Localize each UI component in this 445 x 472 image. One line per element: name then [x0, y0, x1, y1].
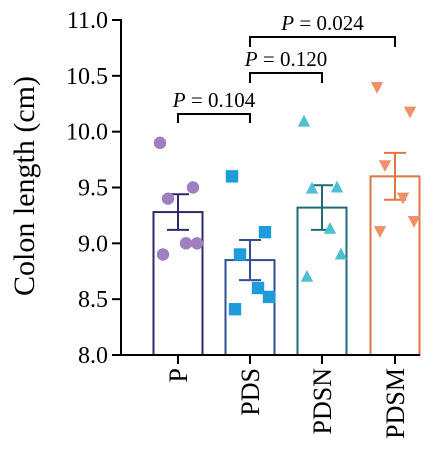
data-point-pds [225, 170, 239, 183]
significance-brackets: P = 0.104 P = 0.120 P = 0.024 [172, 11, 396, 123]
y-tick-label: 9.5 [78, 176, 108, 202]
p-value-label: P = 0.024 [280, 11, 364, 35]
data-point-pdsm [378, 160, 392, 172]
data-point-p [190, 237, 204, 250]
data-point-p [156, 248, 170, 261]
data-point-pdsn [323, 221, 337, 234]
bar-p [152, 211, 204, 356]
p-value-label: P = 0.104 [172, 88, 256, 112]
x-tick-label-pdsm: PDSM [381, 368, 410, 439]
data-point-pdsm [403, 106, 417, 119]
y-tick-label: 9.0 [78, 231, 108, 257]
significance-bracket [249, 72, 323, 83]
data-point-pdsm [396, 192, 410, 205]
data-point-pdsn [330, 180, 344, 193]
x-tick-label-p: P [164, 368, 193, 382]
y-tick-label: 8.5 [78, 287, 108, 313]
significance-bracket [177, 113, 251, 123]
data-point-pds [251, 281, 265, 295]
x-tick-label-pds: PDS [236, 368, 265, 416]
error-bars [167, 151, 406, 282]
significance-bracket [249, 36, 396, 47]
data-point-p [161, 192, 175, 205]
data-point-pdsm [373, 226, 387, 238]
data-point-pdsm [407, 216, 421, 228]
data-point-pdsn [297, 114, 311, 127]
data-point-p [186, 181, 200, 194]
y-tick-label: 8.0 [78, 343, 108, 369]
data-point-p [179, 237, 193, 250]
y-axis: 8.0 8.5 9.0 9.5 10.0 10.5 11.0 [66, 8, 122, 369]
p-value-label: P = 0.120 [244, 47, 327, 71]
data-point-pds [258, 225, 272, 239]
y-tick-label: 11.0 [67, 8, 108, 34]
bars [152, 175, 421, 357]
x-tick-label-pdsn: PDSN [308, 368, 337, 435]
data-point-pdsn [305, 181, 319, 194]
data-point-pds [262, 290, 276, 304]
y-tick-label: 10.5 [66, 64, 108, 90]
data-point-p [153, 136, 167, 150]
y-axis-title: Colon length (cm) [8, 76, 41, 296]
y-tick-label: 10.0 [66, 120, 108, 146]
data-point-pds [233, 248, 247, 261]
x-axis: P PDS PDSN PDSM [120, 354, 420, 439]
data-point-pdsm [370, 82, 384, 94]
data-point-pds [228, 303, 242, 316]
data-point-pdsn [334, 247, 348, 260]
data-point-pdsn [300, 270, 314, 282]
data-points [153, 82, 421, 316]
bar-pdsm [369, 175, 421, 356]
